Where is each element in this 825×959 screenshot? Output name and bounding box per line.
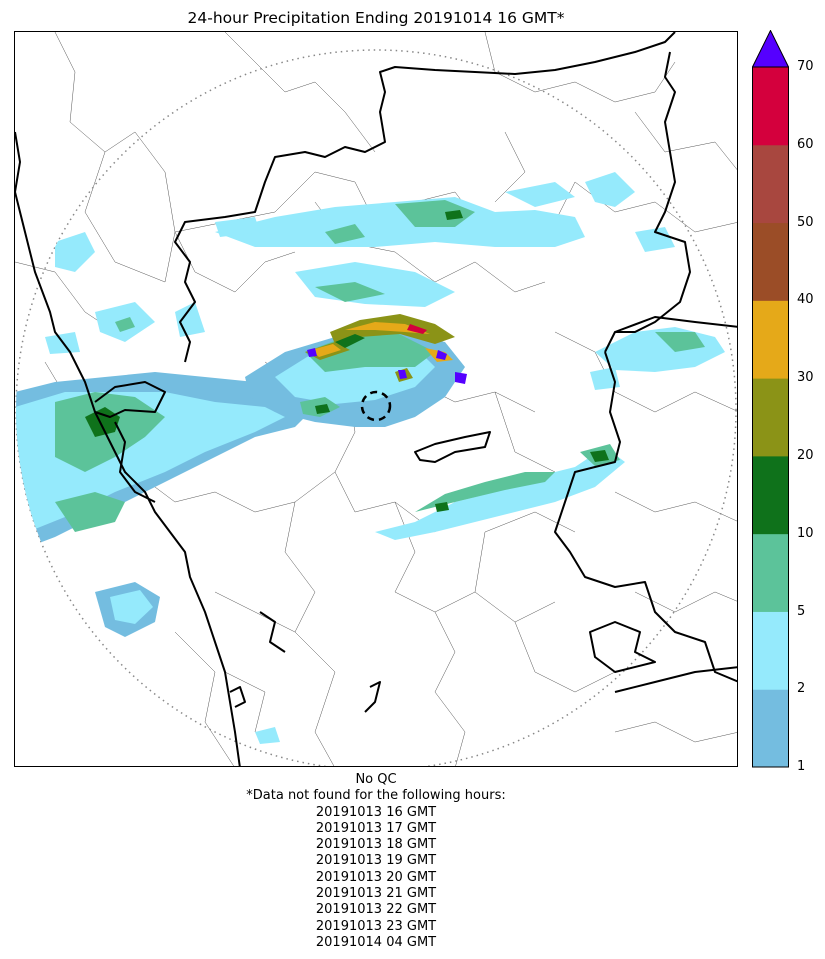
colorbar-segment: [752, 222, 789, 301]
qc-note: No QC: [355, 772, 397, 787]
colorbar-tick-label: 30: [797, 370, 814, 385]
missing-hour: 20191013 19 GMT: [315, 853, 437, 869]
colorbar-extend-arrow: [752, 30, 789, 67]
colorbar: [752, 30, 789, 768]
precipitation-fields: [16, 172, 725, 744]
colorbar-tick-label: 2: [797, 681, 806, 696]
colorbar-tick-label: 5: [797, 604, 806, 619]
missing-hour: 20191014 04 GMT: [315, 934, 437, 950]
map-canvas: [15, 32, 737, 766]
colorbar-segment: [752, 378, 789, 457]
colorbar-segment: [752, 67, 789, 146]
colorbar-segment: [752, 689, 789, 768]
colorbar-tick-label: 60: [797, 137, 814, 152]
colorbar-segment: [752, 533, 789, 612]
footer-notes: No QC *Data not found for the following …: [14, 772, 738, 951]
colorbar-segment: [752, 144, 789, 224]
colorbar-tick-label: 10: [797, 526, 814, 541]
colorbar-segment: [752, 455, 789, 535]
missing-hour: 20191013 21 GMT: [315, 886, 437, 902]
missing-hour: 20191013 20 GMT: [315, 869, 437, 885]
state-boundaries: [15, 32, 737, 766]
colorbar-tick-label: 70: [797, 59, 814, 74]
radar-range-ring: [15, 49, 737, 766]
missing-hours-header: *Data not found for the following hours:: [246, 788, 506, 804]
missing-hour: 20191013 18 GMT: [315, 837, 437, 853]
radar-site-marker: [360, 390, 392, 422]
chart-title: 24-hour Precipitation Ending 20191014 16…: [187, 9, 565, 27]
missing-hour: 20191013 22 GMT: [315, 902, 437, 918]
colorbar-tick-label: 50: [797, 215, 814, 230]
colorbar-tick-label: 40: [797, 292, 814, 307]
missing-hour: 20191013 17 GMT: [315, 820, 437, 836]
colorbar-tick-label: 1: [797, 759, 806, 774]
precipitation-map: [14, 31, 738, 767]
colorbar-segment: [752, 611, 789, 690]
colorbar-tick-label: 20: [797, 448, 814, 463]
colorbar-segment: [752, 300, 789, 379]
missing-hour: 20191013 23 GMT: [315, 918, 437, 934]
missing-hour: 20191013 16 GMT: [315, 804, 437, 820]
